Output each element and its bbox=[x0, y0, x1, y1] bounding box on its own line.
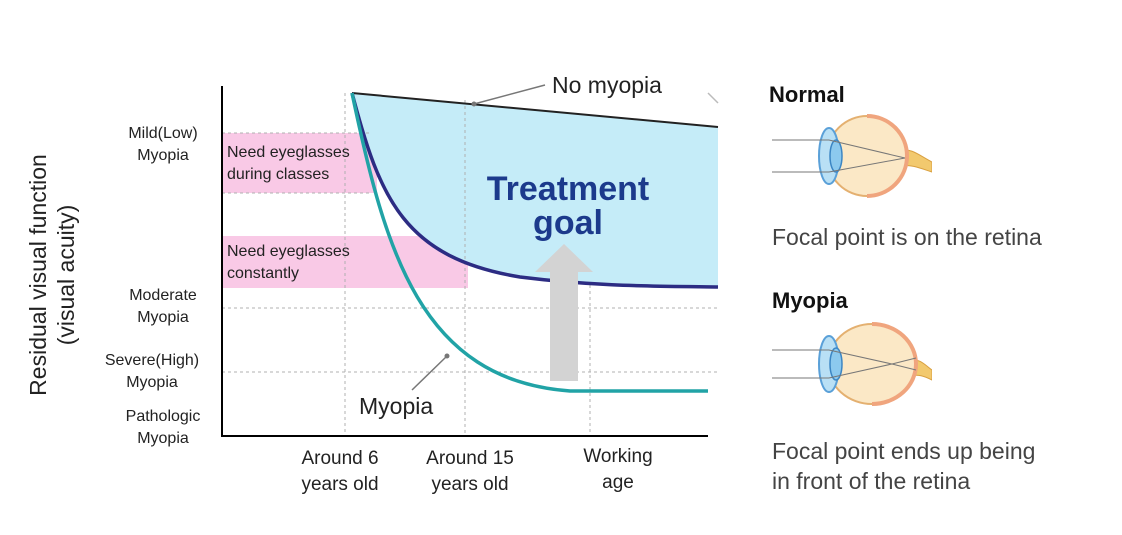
x-tick-working-age: Working age bbox=[583, 446, 653, 493]
treated-curve bbox=[350, 92, 719, 289]
y-axis-title-line2: (visual acuity) bbox=[53, 204, 79, 346]
band-label-constantly: Need eyeglasses constantly bbox=[227, 243, 350, 282]
myopia-heading: Myopia bbox=[772, 288, 848, 313]
myopia-caption-line1: Focal point ends up being bbox=[772, 438, 1036, 464]
y-level-pathologic: Pathologic Myopia bbox=[125, 408, 201, 447]
band-during-classes bbox=[222, 133, 377, 193]
band-label-during-classes: Need eyeglasses during classes bbox=[227, 144, 350, 183]
y-axis-title: Residual visual function (visual acuity) bbox=[24, 154, 80, 396]
normal-caption: Focal point is on the retina bbox=[772, 224, 1042, 250]
no-myopia-label: No myopia bbox=[552, 72, 662, 98]
treatment-goal-text: Treatment goal bbox=[486, 170, 650, 242]
myopia-callout-line bbox=[411, 355, 448, 391]
myopia-caption: Focal point ends up being in front of th… bbox=[772, 436, 1035, 496]
treatment-arrow bbox=[535, 244, 593, 381]
y-level-moderate: Moderate Myopia bbox=[129, 287, 197, 326]
normal-heading: Normal bbox=[769, 82, 845, 107]
myopia-label: Myopia bbox=[359, 393, 434, 419]
eye-diagram-normal-icon bbox=[772, 114, 932, 198]
y-axis-title-line1: Residual visual function bbox=[25, 154, 51, 396]
myopia-curve bbox=[350, 92, 708, 393]
x-tick-around-6: Around 6 years old bbox=[301, 448, 379, 495]
grid-lines bbox=[222, 93, 718, 437]
treatment-region bbox=[352, 93, 718, 287]
myopia-caption-line2: in front of the retina bbox=[772, 468, 971, 494]
no-myopia-callout-line bbox=[473, 84, 546, 105]
y-level-severe: Severe(High) Myopia bbox=[104, 352, 200, 391]
x-tick-around-15: Around 15 years old bbox=[426, 448, 514, 495]
eye-diagram-myopia-icon bbox=[772, 322, 932, 406]
no-myopia-line bbox=[351, 92, 719, 128]
y-level-mild: Mild(Low) Myopia bbox=[128, 125, 198, 164]
